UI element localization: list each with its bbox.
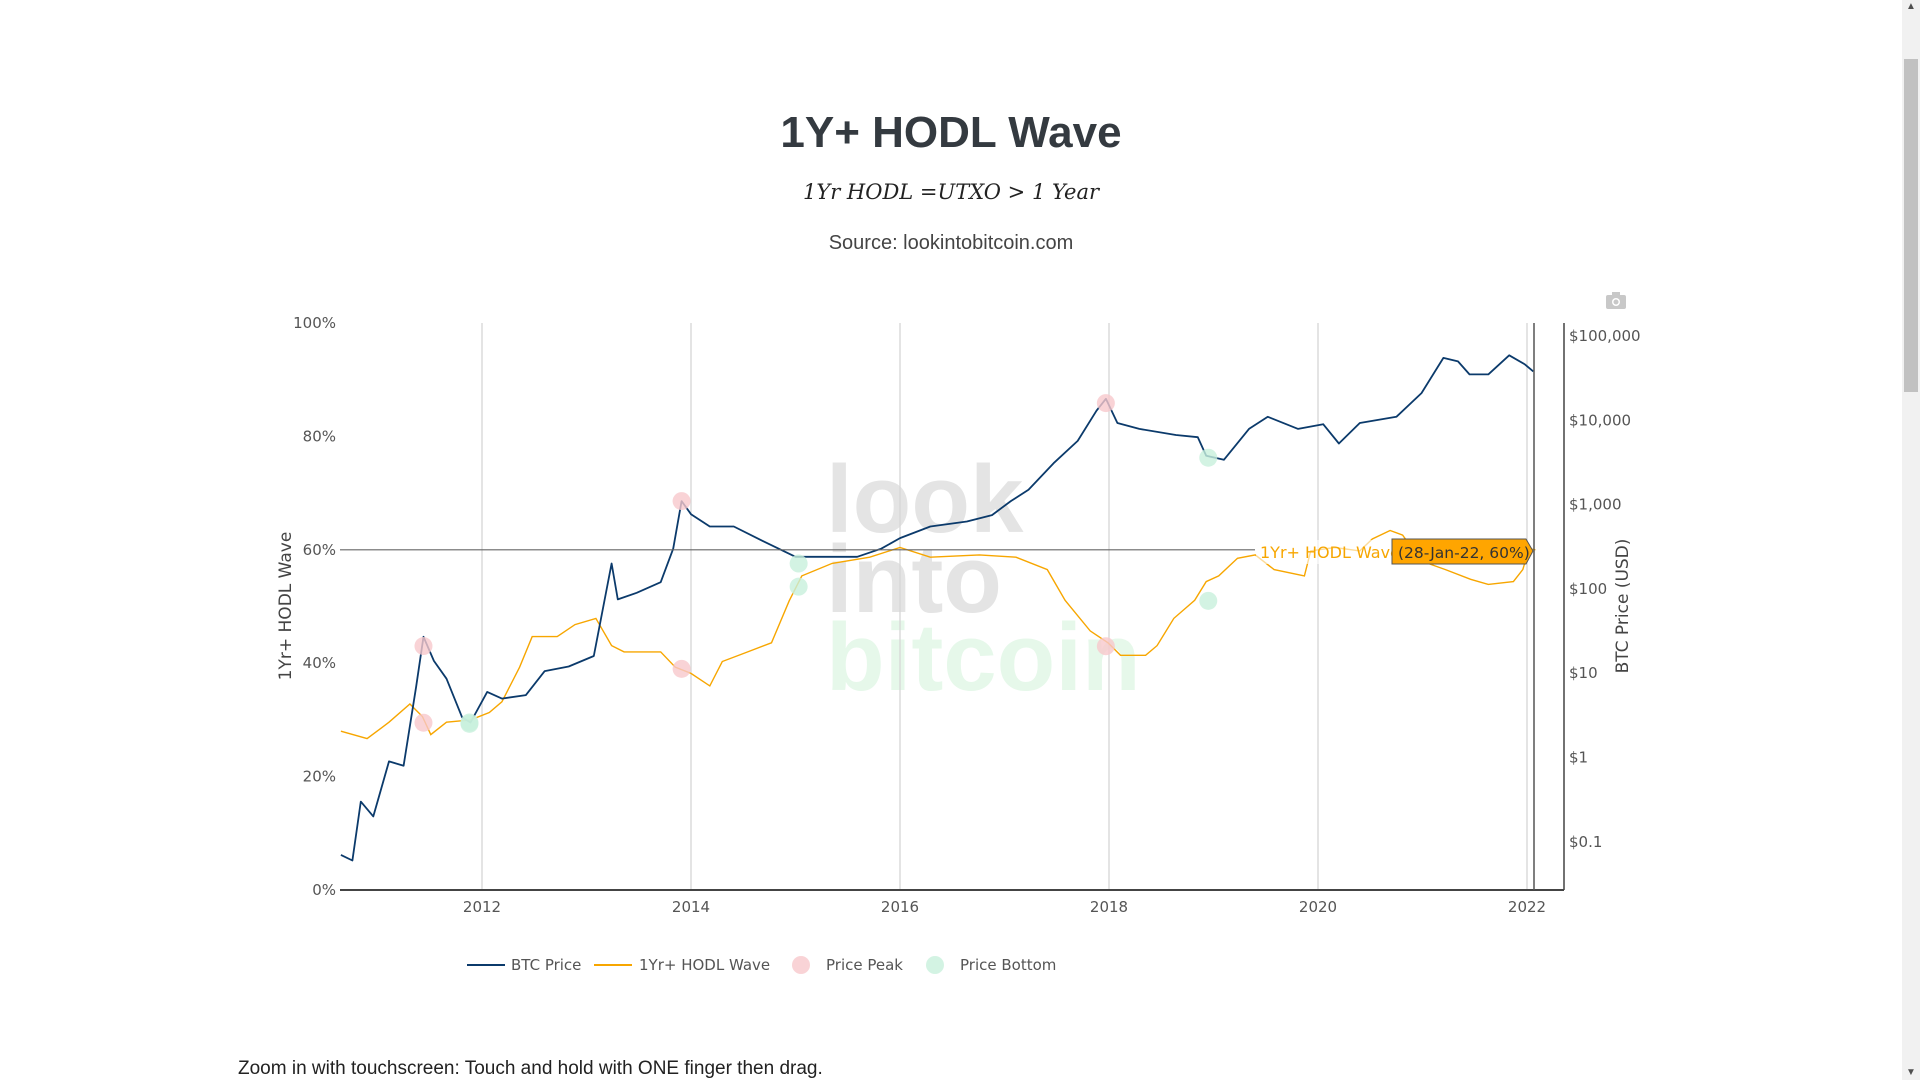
y2-axis-title: BTC Price (USD) <box>1613 539 1633 674</box>
legend-item-price-peak[interactable]: Price Peak <box>792 956 903 974</box>
camera-icon[interactable] <box>1606 292 1626 309</box>
legend: BTC Price 1Yr+ HODL Wave Price Peak Pric… <box>467 956 1056 974</box>
y-tick-label: 40% <box>303 654 336 672</box>
y2-axis-ticks: $0.1 $1 $10 $100 $1,000 $10,000 $100,000 <box>1569 327 1641 851</box>
legend-label-btc-price: BTC Price <box>511 956 581 974</box>
price-bottom-marker <box>789 577 808 596</box>
price-bottom-marker <box>1199 448 1218 467</box>
x-tick-label: 2022 <box>1508 898 1546 916</box>
hover-value-label: (28-Jan-22, 60%) <box>1398 544 1530 562</box>
hover-series-label: 1Yr+ HODL Wave <box>1260 543 1400 562</box>
price-bottom-marker <box>1199 591 1218 610</box>
page-title: 1Y+ HODL Wave <box>780 108 1122 157</box>
y2-tick-label: $100,000 <box>1569 327 1641 345</box>
legend-item-btc-price[interactable]: BTC Price <box>467 956 581 974</box>
touch-hint-text: Zoom in with touchscreen: Touch and hold… <box>238 1058 823 1079</box>
watermark-bitcoin: bitcoin <box>826 604 1141 711</box>
y-axis-title: 1Yr+ HODL Wave <box>276 532 296 681</box>
x-gridlines <box>481 323 1528 890</box>
formula-subtitle: 1Yr HODL =UTXO > 1 Year <box>802 180 1100 204</box>
y-tick-label: 60% <box>303 541 336 559</box>
scrollbar-thumb[interactable] <box>1904 59 1918 392</box>
legend-item-price-bottom[interactable]: Price Bottom <box>926 956 1056 974</box>
hodl-wave-series <box>340 529 1536 740</box>
y2-tick-label: $0.1 <box>1569 833 1602 851</box>
y2-tick-label: $1 <box>1569 749 1588 767</box>
y-axis-ticks: 0% 20% 40% 60% 80% 100% <box>293 314 336 899</box>
y2-tick-label: $100 <box>1569 580 1607 598</box>
price-peak-marker <box>1096 637 1115 656</box>
scroll-up-arrow-icon[interactable]: ▲ <box>1906 1 1916 12</box>
price-bottom-marker <box>789 554 808 573</box>
legend-label-price-peak: Price Peak <box>826 956 903 974</box>
x-tick-label: 2012 <box>463 898 501 916</box>
price-peak-marker <box>1096 394 1115 413</box>
hover-series-bg <box>1256 540 1390 564</box>
scroll-down-arrow-icon[interactable]: ▼ <box>1906 1067 1916 1078</box>
y2-tick-label: $10 <box>1569 664 1598 682</box>
y-tick-label: 20% <box>303 768 336 786</box>
page-scrollbar[interactable]: ▲ ▼ <box>1902 0 1920 1080</box>
watermark-logo: look into bitcoin <box>826 446 1141 711</box>
watermark-into: into <box>826 526 1002 633</box>
y2-tick-label: $1,000 <box>1569 496 1622 514</box>
price-peak-marker <box>672 492 691 511</box>
legend-label-price-bottom: Price Bottom <box>960 956 1056 974</box>
watermark-look: look <box>826 446 1024 553</box>
hodl-wave-line <box>340 529 1536 740</box>
price-peak-marker <box>672 659 691 678</box>
y-tick-label: 100% <box>293 314 336 332</box>
y2-tick-label: $10,000 <box>1569 411 1631 429</box>
y-tick-label: 80% <box>303 427 336 445</box>
y-tick-label: 0% <box>312 881 336 899</box>
x-tick-label: 2020 <box>1299 898 1337 916</box>
price-bottom-marker <box>460 714 479 733</box>
x-tick-label: 2014 <box>672 898 710 916</box>
source-text: Source: lookintobitcoin.com <box>828 232 1074 254</box>
legend-item-hodl-wave[interactable]: 1Yr+ HODL Wave <box>594 956 770 974</box>
hover-value-box <box>1391 538 1534 565</box>
price-peak-marker <box>414 713 433 732</box>
peak-bottom-markers <box>414 394 1218 733</box>
price-peak-marker <box>414 637 433 656</box>
x-axis-ticks: 2012 2014 2016 2018 2020 2022 <box>463 898 1546 916</box>
hover-tooltip: 1Yr+ HODL Wave (28-Jan-22, 60%) <box>340 323 1535 890</box>
legend-label-hodl-wave: 1Yr+ HODL Wave <box>639 956 770 974</box>
x-tick-label: 2016 <box>881 898 919 916</box>
x-tick-label: 2018 <box>1090 898 1128 916</box>
